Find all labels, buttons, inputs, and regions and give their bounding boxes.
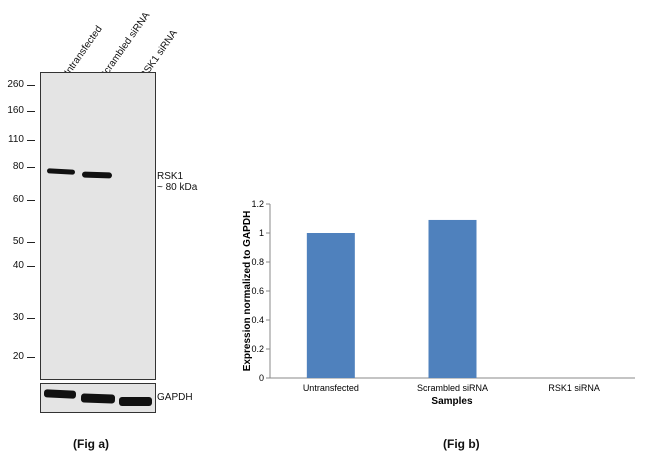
target-label: RSK1	[157, 171, 184, 182]
mw-marker-label: 30	[12, 312, 24, 323]
rsk1-band-scrambled	[81, 171, 113, 179]
y-tick-label: 0.2	[251, 344, 264, 354]
y-tick-label: 0.6	[251, 286, 264, 296]
bar-1	[428, 219, 477, 378]
mw-marker-label: 110	[8, 134, 24, 145]
mw-marker-tick	[27, 111, 35, 112]
mw-marker-tick	[27, 85, 35, 86]
y-tick-label: 0.4	[251, 315, 264, 325]
mw-marker-tick	[27, 357, 35, 358]
mw-marker-label: 50	[12, 236, 24, 247]
y-tick-label: 0	[259, 373, 264, 383]
mw-marker-label: 260	[7, 79, 24, 90]
x-tick-label: Untransfected	[303, 383, 359, 393]
x-axis-title: Samples	[431, 396, 473, 407]
mw-marker-tick	[27, 318, 35, 319]
mw-marker-label: 20	[12, 351, 24, 362]
mw-marker-label: 60	[12, 194, 24, 205]
bar-0	[306, 233, 355, 378]
x-tick-label: Scrambled siRNA	[417, 383, 488, 393]
mw-marker-label: 80	[12, 161, 24, 172]
mw-marker-tick	[27, 242, 35, 243]
main-blot-panel	[40, 72, 156, 380]
fig-b-caption: (Fig b)	[443, 437, 480, 451]
fig-a-caption: (Fig a)	[73, 437, 109, 451]
gapdh-band-untransfected	[43, 389, 77, 399]
gapdh-band-scrambled	[80, 393, 116, 404]
mw-marker-tick	[27, 167, 35, 168]
y-tick-label: 1.2	[251, 199, 264, 209]
mw-marker-label: 40	[12, 260, 24, 271]
loading-control-label: GAPDH	[157, 392, 193, 403]
target-size-label: ~ 80 kDa	[157, 182, 198, 193]
mw-marker-tick	[27, 266, 35, 267]
y-axis-title: Expression normalized to GAPDH	[242, 211, 253, 372]
mw-marker-tick	[27, 200, 35, 201]
mw-marker-label: 160	[7, 105, 24, 116]
mw-marker-tick	[27, 140, 35, 141]
y-tick-label: 1	[259, 228, 264, 238]
y-tick-label: 0.8	[251, 257, 264, 267]
x-tick-label: RSK1 siRNA	[548, 383, 600, 393]
gapdh-band-rsk1-sirna	[119, 397, 152, 406]
